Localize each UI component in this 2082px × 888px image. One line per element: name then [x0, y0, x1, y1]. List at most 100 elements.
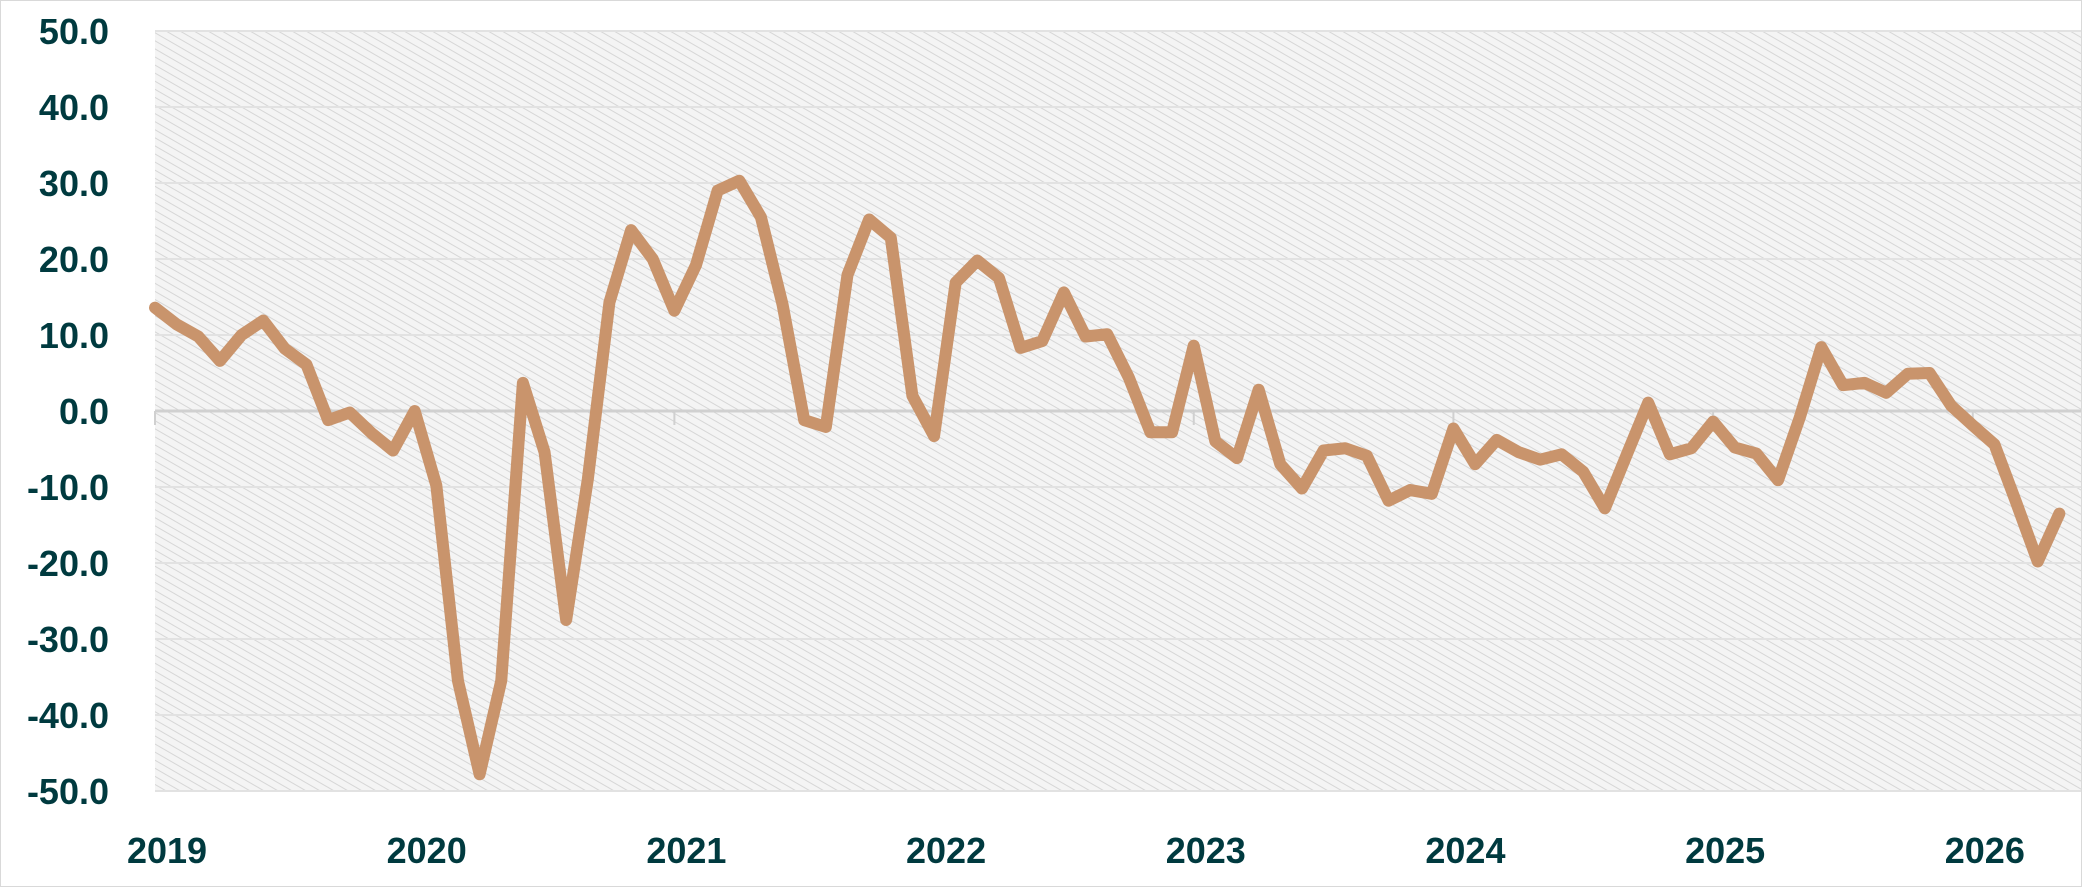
data-point — [1036, 335, 1048, 347]
y-tick-label: 10.0 — [39, 315, 109, 356]
data-point — [603, 296, 615, 308]
data-point — [1253, 384, 1265, 396]
data-point — [928, 430, 940, 442]
data-point — [1556, 448, 1568, 460]
data-point — [1469, 458, 1481, 470]
data-point — [236, 329, 248, 341]
data-point — [1859, 377, 1871, 389]
data-point — [1967, 419, 1979, 431]
data-point — [1880, 387, 1892, 399]
data-point — [1772, 474, 1784, 486]
data-point — [1512, 446, 1524, 458]
y-tick-label: 40.0 — [39, 87, 109, 128]
y-tick-label: 30.0 — [39, 163, 109, 204]
data-point — [777, 299, 789, 311]
data-point — [1534, 454, 1546, 466]
data-point — [1318, 445, 1330, 457]
data-point — [2032, 555, 2044, 567]
data-point — [344, 407, 356, 419]
data-point — [712, 185, 724, 197]
data-point — [668, 305, 680, 317]
x-tick-label: 2021 — [646, 830, 726, 871]
x-tick-label: 2024 — [1425, 830, 1505, 871]
data-point — [365, 427, 377, 439]
data-point — [1924, 367, 1936, 379]
data-point — [1577, 466, 1589, 478]
data-point — [1945, 400, 1957, 412]
data-point — [560, 614, 572, 626]
data-point — [300, 359, 312, 371]
x-axis-tick-labels: 2019 2020 2021 2022 2023 2024 2025 2026 — [127, 830, 2025, 871]
data-point — [906, 390, 918, 402]
x-tick-label: 2023 — [1166, 830, 1246, 871]
gridlines — [154, 30, 2081, 792]
data-point — [1296, 483, 1308, 495]
data-point — [841, 269, 853, 281]
data-point — [863, 213, 875, 225]
data-point — [452, 675, 464, 687]
data-point — [1794, 412, 1806, 424]
data-point — [2010, 496, 2022, 508]
data-point — [993, 272, 1005, 284]
y-tick-label: 50.0 — [39, 11, 109, 52]
data-point — [322, 414, 334, 426]
data-point — [647, 253, 659, 265]
data-point — [1361, 450, 1373, 462]
data-point — [1988, 438, 2000, 450]
y-tick-label: 0.0 — [59, 391, 109, 432]
data-point — [1837, 379, 1849, 391]
data-point — [690, 259, 702, 271]
data-point — [2053, 508, 2065, 520]
data-point — [474, 768, 486, 780]
x-tick-label: 2026 — [1945, 830, 2025, 871]
data-point — [1642, 397, 1654, 409]
data-point — [820, 421, 832, 433]
data-point — [171, 318, 183, 330]
data-point — [1447, 422, 1459, 434]
data-point — [1815, 341, 1827, 353]
data-point — [1231, 452, 1243, 464]
data-point — [1621, 449, 1633, 461]
data-point — [409, 405, 421, 417]
data-point — [1274, 458, 1286, 470]
data-point — [1707, 416, 1719, 428]
data-point — [582, 473, 594, 485]
data-point — [1491, 434, 1503, 446]
data-point — [1080, 331, 1092, 343]
data-point — [1685, 442, 1697, 454]
data-point — [798, 414, 810, 426]
data-point — [1729, 441, 1741, 453]
x-tick-label: 2025 — [1685, 830, 1765, 871]
data-point — [1664, 448, 1676, 460]
x-tick-label: 2020 — [387, 830, 467, 871]
data-point — [1339, 442, 1351, 454]
y-tick-label: -20.0 — [27, 543, 109, 584]
data-point — [1383, 495, 1395, 507]
data-point — [149, 302, 161, 314]
data-point — [1015, 342, 1027, 354]
data-point — [971, 255, 983, 267]
data-point — [1188, 340, 1200, 352]
x-tick-label: 2019 — [127, 830, 207, 871]
data-point — [1058, 286, 1070, 298]
data-point — [1426, 488, 1438, 500]
data-point — [1404, 484, 1416, 496]
data-point — [1599, 502, 1611, 514]
data-point — [279, 343, 291, 355]
x-tick-label: 2022 — [906, 830, 986, 871]
data-point — [430, 479, 442, 491]
y-tick-label: 20.0 — [39, 239, 109, 280]
y-tick-label: -30.0 — [27, 619, 109, 660]
data-point — [755, 211, 767, 223]
y-tick-label: -10.0 — [27, 467, 109, 508]
data-point — [387, 445, 399, 457]
data-point — [1144, 426, 1156, 438]
data-point — [1750, 448, 1762, 460]
data-point — [625, 224, 637, 236]
y-axis-tick-labels: 50.0 40.0 30.0 20.0 10.0 0.0 -10.0 -20.0 -30.0 -4… — [27, 11, 109, 812]
data-point — [733, 175, 745, 187]
y-tick-label: -50.0 — [27, 771, 109, 812]
data-point — [1902, 368, 1914, 380]
